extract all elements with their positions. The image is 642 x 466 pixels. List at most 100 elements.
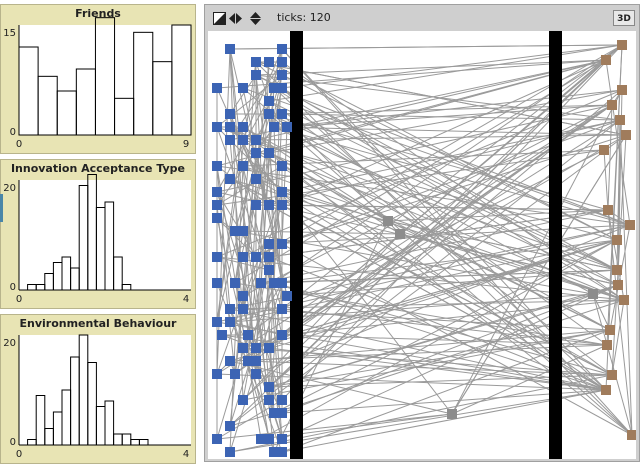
link bbox=[242, 329, 611, 401]
gray-agent bbox=[588, 289, 598, 299]
blue-agent bbox=[264, 200, 274, 210]
brown-agent bbox=[602, 340, 612, 350]
side-tab[interactable] bbox=[0, 194, 3, 222]
blue-agent bbox=[212, 213, 222, 223]
environmental-behaviour-plot: Environmental Behaviour 20 0 0 4 bbox=[0, 314, 196, 464]
blue-agent bbox=[212, 278, 222, 288]
blue-agent bbox=[277, 447, 287, 457]
link bbox=[273, 126, 627, 136]
blue-agent bbox=[277, 161, 287, 171]
blue-agent bbox=[269, 408, 279, 418]
y-min-label: 0 bbox=[10, 282, 16, 293]
blue-agent bbox=[225, 135, 235, 145]
link bbox=[242, 139, 607, 391]
left-barrier bbox=[290, 31, 303, 459]
3d-view-button[interactable]: 3D bbox=[613, 10, 635, 26]
y-max-label: 20 bbox=[3, 338, 16, 349]
link bbox=[399, 104, 613, 235]
blue-agent bbox=[277, 239, 287, 249]
link bbox=[229, 126, 453, 415]
link bbox=[255, 59, 607, 76]
blue-agent bbox=[251, 200, 261, 210]
brown-agent bbox=[617, 85, 627, 95]
blue-agent bbox=[225, 421, 235, 431]
blue-agent bbox=[277, 44, 287, 54]
blue-agent bbox=[264, 148, 274, 158]
blue-agent bbox=[277, 304, 287, 314]
speed-slow-icon[interactable] bbox=[213, 12, 226, 25]
link bbox=[229, 74, 257, 115]
world-view: ticks: 120 3D bbox=[204, 4, 640, 462]
blue-agent bbox=[225, 304, 235, 314]
link bbox=[611, 299, 625, 376]
gray-agent bbox=[447, 409, 457, 419]
blue-agent bbox=[269, 122, 279, 132]
brown-agent bbox=[621, 130, 631, 140]
gray-agent bbox=[383, 216, 393, 226]
blue-agent bbox=[251, 57, 261, 67]
blue-agent bbox=[238, 343, 248, 353]
link bbox=[451, 344, 608, 415]
link bbox=[229, 44, 623, 50]
zoom-arrows-icon[interactable] bbox=[249, 12, 262, 25]
x-max-label: 4 bbox=[183, 294, 189, 305]
link bbox=[619, 119, 633, 436]
blue-agent bbox=[251, 148, 261, 158]
brown-agent bbox=[603, 205, 613, 215]
blue-agent bbox=[277, 200, 287, 210]
blue-agent bbox=[212, 317, 222, 327]
blue-agent bbox=[264, 252, 274, 262]
right-barrier bbox=[549, 31, 562, 459]
brown-agent bbox=[601, 55, 611, 65]
link bbox=[268, 48, 283, 401]
blue-agent bbox=[243, 356, 253, 366]
blue-agent bbox=[230, 278, 240, 288]
world-canvas[interactable] bbox=[208, 31, 637, 459]
link bbox=[242, 230, 401, 235]
blue-agent bbox=[225, 44, 235, 54]
blue-agent bbox=[277, 408, 287, 418]
blue-agent bbox=[264, 395, 274, 405]
link bbox=[281, 134, 627, 245]
blue-agent bbox=[225, 356, 235, 366]
blue-agent bbox=[256, 434, 266, 444]
blue-agent bbox=[277, 330, 287, 340]
brown-agent bbox=[627, 430, 637, 440]
blue-agent bbox=[269, 447, 279, 457]
blue-agent bbox=[251, 369, 261, 379]
blue-agent bbox=[282, 291, 292, 301]
brown-agent bbox=[612, 265, 622, 275]
link bbox=[242, 233, 401, 401]
brown-agent bbox=[607, 100, 617, 110]
link bbox=[609, 224, 631, 331]
blue-agent bbox=[238, 395, 248, 405]
link bbox=[268, 44, 623, 102]
link bbox=[242, 61, 257, 232]
ticks-label: ticks: 120 bbox=[277, 11, 331, 24]
link bbox=[255, 61, 270, 180]
link bbox=[229, 48, 244, 401]
link bbox=[273, 113, 283, 284]
blue-agent bbox=[251, 70, 261, 80]
link bbox=[255, 61, 270, 102]
brown-agent bbox=[599, 145, 609, 155]
link bbox=[281, 113, 621, 121]
brown-agent bbox=[625, 220, 635, 230]
link bbox=[216, 87, 270, 206]
x-max-label: 9 bbox=[183, 139, 189, 150]
brown-agent bbox=[613, 280, 623, 290]
speed-arrows-icon[interactable] bbox=[229, 12, 242, 25]
blue-agent bbox=[277, 278, 287, 288]
link bbox=[451, 134, 627, 415]
blue-agent bbox=[264, 57, 274, 67]
blue-agent bbox=[238, 252, 248, 262]
blue-agent bbox=[251, 356, 261, 366]
link bbox=[273, 239, 618, 414]
link bbox=[605, 59, 631, 226]
blue-agent bbox=[238, 291, 248, 301]
blue-agent bbox=[225, 122, 235, 132]
link bbox=[268, 293, 594, 388]
link bbox=[451, 89, 623, 415]
environmental-behaviour-histogram: 20 00 4 bbox=[3, 334, 191, 460]
link bbox=[242, 87, 631, 226]
